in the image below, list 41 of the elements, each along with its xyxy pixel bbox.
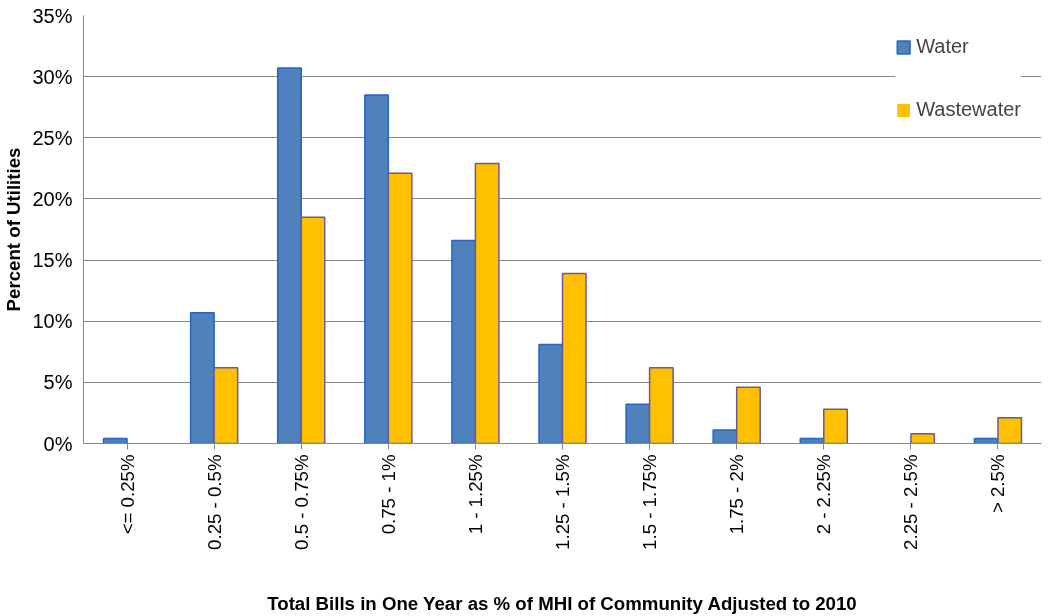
bar [538, 343, 564, 444]
x-tick-label: 1.5 - 1.75% [639, 454, 661, 550]
y-tick-label: 35% [32, 4, 73, 27]
bar [474, 162, 500, 444]
legend-label: Wastewater [916, 98, 1021, 121]
x-tick-label: 1.75 - 2% [726, 454, 748, 535]
y-tick-label: 0% [43, 432, 73, 455]
bar [735, 386, 761, 444]
bar [997, 417, 1023, 444]
x-tick-label: > 2.5% [987, 454, 1009, 514]
x-tick-label: 0.5 - 0.75% [290, 454, 312, 550]
x-tick-label: 0.25 - 0.5% [203, 454, 225, 550]
y-tick-label: 30% [32, 65, 73, 88]
legend-label: Water [916, 35, 969, 58]
bar [213, 366, 239, 444]
y-tick-label: 20% [32, 187, 73, 210]
y-tick-label: 25% [32, 126, 73, 149]
bar [276, 67, 302, 444]
bar [910, 432, 936, 444]
x-tick-label: 2 - 2.25% [813, 454, 835, 535]
bar [451, 239, 477, 444]
bar [625, 403, 651, 444]
x-tick-label: 1 - 1.25% [464, 454, 486, 535]
x-tick-label: 0.75 - 1% [377, 454, 399, 535]
bar [300, 216, 326, 444]
y-tick-label: 15% [32, 249, 73, 272]
y-tick-label: 10% [32, 310, 73, 333]
bar [823, 408, 849, 444]
y-tick-label: 5% [43, 371, 73, 394]
bar [364, 94, 390, 444]
x-tick-label: 1.25 - 1.5% [552, 454, 573, 550]
bar [387, 172, 413, 444]
bar [712, 429, 738, 444]
bar [561, 272, 587, 444]
x-tick-label: <= 0.25% [116, 454, 138, 535]
x-axis-title: Total Bills in One Year as % of MHI of Community Adjusted to 2010 [267, 592, 857, 614]
bar [648, 366, 674, 444]
y-axis-title: Percent of Utilities [3, 147, 25, 312]
bar [189, 311, 215, 444]
bar [102, 437, 128, 444]
x-tick-label: 2.25 - 2.5% [900, 454, 922, 550]
